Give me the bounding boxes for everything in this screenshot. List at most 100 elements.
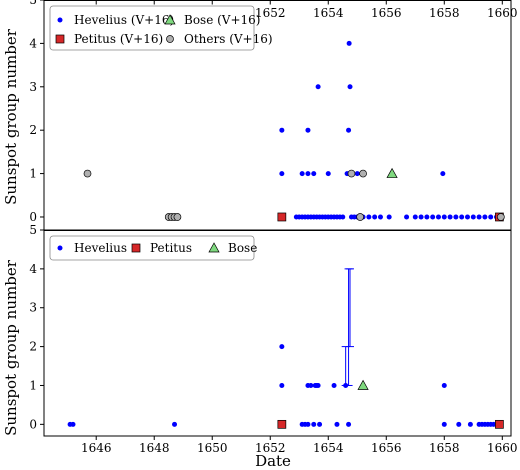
bottom-point-hevelius [441, 382, 447, 388]
bottom-point-hevelius [456, 421, 462, 427]
top-point-hevelius-v-16 [430, 214, 436, 220]
top-y-tick-label: 0 [29, 210, 37, 224]
bottom-point-hevelius [279, 382, 285, 388]
top-point-hevelius-v-16 [311, 171, 317, 177]
top-point-hevelius-v-16 [299, 171, 305, 177]
top-point-hevelius-v-16 [464, 214, 470, 220]
top-point-hevelius-v-16 [447, 214, 453, 220]
legend-label-bose-v-16: Bose (V+16) [184, 13, 260, 27]
top-point-hevelius-v-16 [488, 214, 494, 220]
bottom-point-hevelius [308, 382, 314, 388]
bottom-x-tick-label: 1660 [487, 441, 518, 455]
legend-marker-hevelius [57, 245, 63, 251]
bottom-y-tick-label: 5 [29, 223, 37, 237]
bottom-x-tick-label: 1652 [255, 441, 286, 455]
bottom-point-hevelius [343, 382, 349, 388]
x-axis-label: Date [255, 452, 291, 470]
top-x-tick-label: 1656 [371, 6, 402, 20]
bottom-x-tick-label: 1658 [429, 441, 460, 455]
bottom-y-tick-label: 4 [29, 262, 37, 276]
bottom-x-tick-label: 1656 [371, 441, 402, 455]
bottom-point-hevelius [346, 421, 352, 427]
top-point-petitus-v-16 [277, 212, 287, 222]
legend-marker-hevelius-v-16 [57, 17, 63, 23]
top-point-hevelius-v-16 [453, 214, 459, 220]
top-point-hevelius-v-16 [470, 214, 476, 220]
legend-box [49, 235, 255, 261]
top-point-others-v-16 [356, 213, 365, 221]
top-point-hevelius-v-16 [404, 214, 410, 220]
top-point-hevelius-v-16 [366, 214, 372, 220]
top-legend: Hevelius (V+16) Petitus (V+16) Bose (V+16)… [49, 5, 273, 51]
legend-label-hevelius: Hevelius [74, 241, 127, 255]
top-point-others-v-16 [173, 213, 182, 221]
bottom-y-tick-label: 0 [29, 417, 37, 431]
top-x-tick-label: 1654 [313, 6, 344, 20]
top-point-hevelius-v-16 [424, 214, 430, 220]
top-point-hevelius-v-16 [476, 214, 482, 220]
bottom-point-hevelius [317, 421, 323, 427]
top-y-tick-label: 5 [29, 0, 37, 7]
top-point-hevelius-v-16 [418, 214, 424, 220]
bottom-point-hevelius [305, 421, 311, 427]
bottom-point-hevelius [311, 421, 317, 427]
top-point-hevelius-v-16 [305, 127, 311, 133]
bottom-point-petitus [277, 419, 287, 429]
bottom-x-tick-label: 1654 [313, 441, 344, 455]
top-point-hevelius-v-16 [346, 40, 352, 46]
legend-label-others-v-16: Others (V+16) [184, 32, 273, 46]
bottom-point-petitus [495, 419, 504, 429]
bottom-point-hevelius [70, 421, 76, 427]
bottom-point-hevelius [467, 421, 473, 427]
bottom-point-bose [357, 379, 369, 390]
top-y-axis-label: Sunspot group number [2, 28, 20, 205]
bottom-point-hevelius [172, 421, 178, 427]
top-x-tick-label: 1652 [255, 6, 286, 20]
top-point-others-v-16 [347, 169, 356, 178]
top-point-hevelius-v-16 [354, 171, 360, 177]
top-point-hevelius-v-16 [372, 214, 378, 220]
bottom-legend: Hevelius Petitus Bose [49, 235, 257, 261]
top-point-hevelius-v-16 [347, 84, 353, 90]
legend-marker-bose [208, 242, 220, 253]
top-y-tick-label: 1 [29, 167, 37, 181]
top-point-others-v-16 [496, 213, 505, 221]
bottom-point-hevelius [315, 382, 321, 388]
top-point-hevelius-v-16 [325, 171, 331, 177]
bottom-point-hevelius [279, 344, 285, 350]
legend-label-bose: Bose [228, 241, 257, 255]
legend-label-petitus-v-16: Petitus (V+16) [74, 32, 163, 46]
bottom-point-hevelius [334, 421, 340, 427]
top-y-tick-label: 2 [29, 123, 37, 137]
bottom-x-tick-label: 1648 [139, 441, 170, 455]
top-point-hevelius-v-16 [377, 214, 383, 220]
top-point-hevelius-v-16 [279, 127, 285, 133]
top-x-tick-label: 1658 [429, 6, 460, 20]
legend-marker-bose-v-16 [164, 14, 176, 25]
top-point-hevelius-v-16 [346, 127, 352, 133]
top-point-hevelius-v-16 [315, 84, 321, 90]
bottom-error-bar [346, 268, 355, 348]
legend-marker-others-v-16 [166, 35, 174, 43]
bottom-point-hevelius [331, 382, 337, 388]
bottom-y-axis-label: Sunspot group number [2, 259, 20, 436]
top-point-others-v-16 [359, 169, 367, 178]
top-point-hevelius-v-16 [482, 214, 488, 220]
legend-label-petitus: Petitus [150, 241, 192, 255]
bottom-x-tick-label: 1650 [197, 441, 228, 455]
bottom-point-hevelius [441, 421, 447, 427]
top-point-others-v-16 [83, 169, 92, 178]
top-point-hevelius-v-16 [441, 214, 447, 220]
top-point-hevelius-v-16 [386, 214, 392, 220]
legend-box [49, 5, 255, 51]
bottom-plot-frame [43, 230, 512, 437]
top-point-hevelius-v-16 [459, 214, 465, 220]
top-y-tick-label: 3 [29, 80, 37, 94]
legend-label-hevelius-v-16: Hevelius (V+16) [74, 13, 174, 27]
top-point-hevelius-v-16 [279, 171, 285, 177]
legend-marker-petitus [131, 243, 141, 253]
top-x-tick-label: 1660 [487, 6, 518, 20]
bottom-y-tick-label: 1 [29, 378, 37, 392]
top-point-hevelius-v-16 [435, 214, 441, 220]
